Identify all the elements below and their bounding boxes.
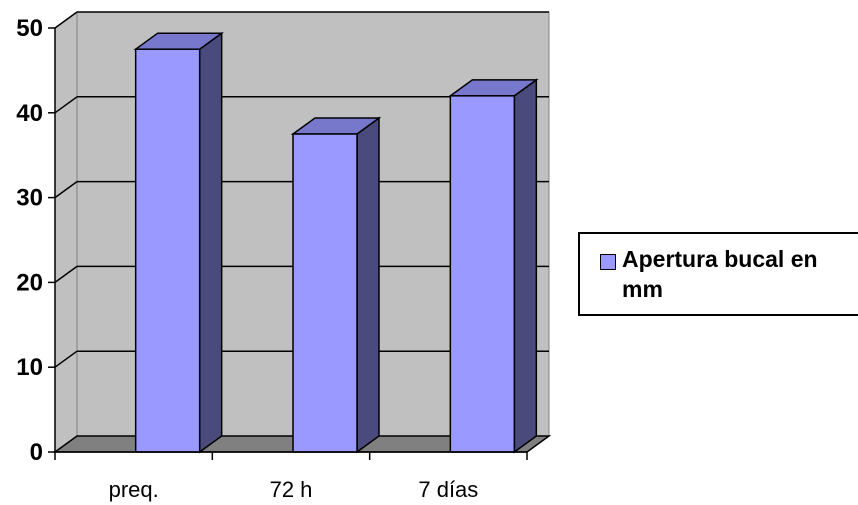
bar-front [449,95,516,453]
legend-swatch [600,254,616,270]
bar-side [513,78,538,454]
x-tick-label: preq. [109,477,159,502]
gridline-diagonal [54,180,78,199]
y-tick-label: 0 [30,439,43,466]
gridline-diagonal [54,96,78,114]
gridline-diagonal [54,350,78,368]
bar-1 [290,116,382,454]
bar-0 [133,31,224,454]
gridline-diagonal [54,265,78,284]
bar-front [292,133,358,453]
gridline-diagonal [54,11,78,29]
y-tick-labels: 0 10 20 30 40 50 [16,15,43,466]
bar-side [198,31,223,454]
bar-2 [448,78,539,454]
x-tick-label: 7 días [418,477,478,502]
legend: Apertura bucal en mm [578,232,858,316]
legend-label: Apertura bucal en mm [622,246,818,302]
x-tick-label: 72 h [270,477,313,502]
axes [48,27,528,460]
side-wall [54,11,78,453]
y-tick-label: 20 [16,269,43,296]
y-tick-label: 40 [16,100,43,127]
y-tick-label: 50 [16,15,43,42]
y-tick-label: 30 [16,185,43,212]
x-tick-labels: preq. 72 h 7 días [109,477,479,502]
bar-front [134,48,201,453]
bar-side [356,116,380,454]
y-tick-label: 10 [16,354,43,381]
